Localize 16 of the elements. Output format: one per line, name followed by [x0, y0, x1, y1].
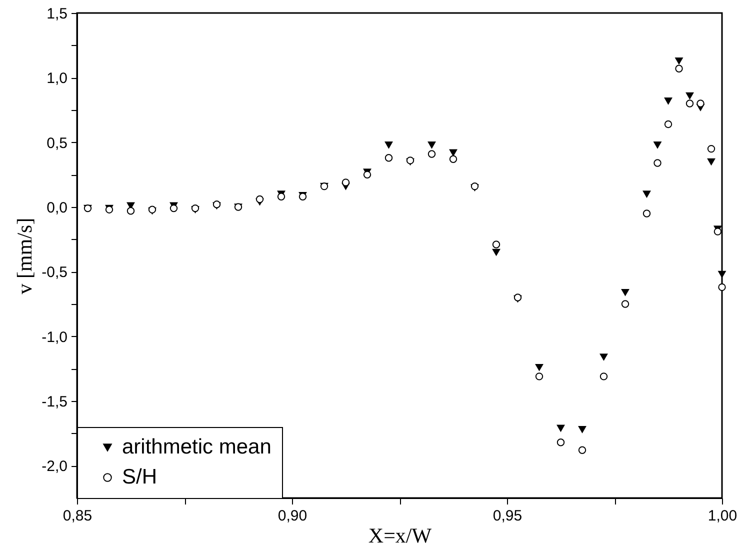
y-tick-label: -1,5	[42, 394, 68, 410]
x-tick-label: 1,00	[708, 508, 738, 524]
y-tick-label: 0,0	[46, 200, 68, 216]
y-tick-label: 0,5	[46, 134, 68, 152]
x-tick-label: 0,85	[62, 508, 92, 524]
x-tick-label: 0,90	[278, 508, 308, 524]
y-axis-title: v [mm/s]	[12, 218, 37, 294]
y-tick-label: -2,0	[42, 458, 68, 476]
legend-label: arithmetic mean	[122, 436, 272, 458]
y-tick-label: -0,5	[42, 264, 68, 282]
x-tick-label: 0,95	[492, 508, 522, 524]
y-tick-label: -1,0	[42, 328, 68, 346]
legend-label: S/H	[122, 466, 158, 488]
y-tick-label: 1,0	[46, 70, 68, 88]
y-tick-label: 1,5	[46, 6, 68, 22]
x-axis-title: X=x/W	[368, 524, 432, 548]
